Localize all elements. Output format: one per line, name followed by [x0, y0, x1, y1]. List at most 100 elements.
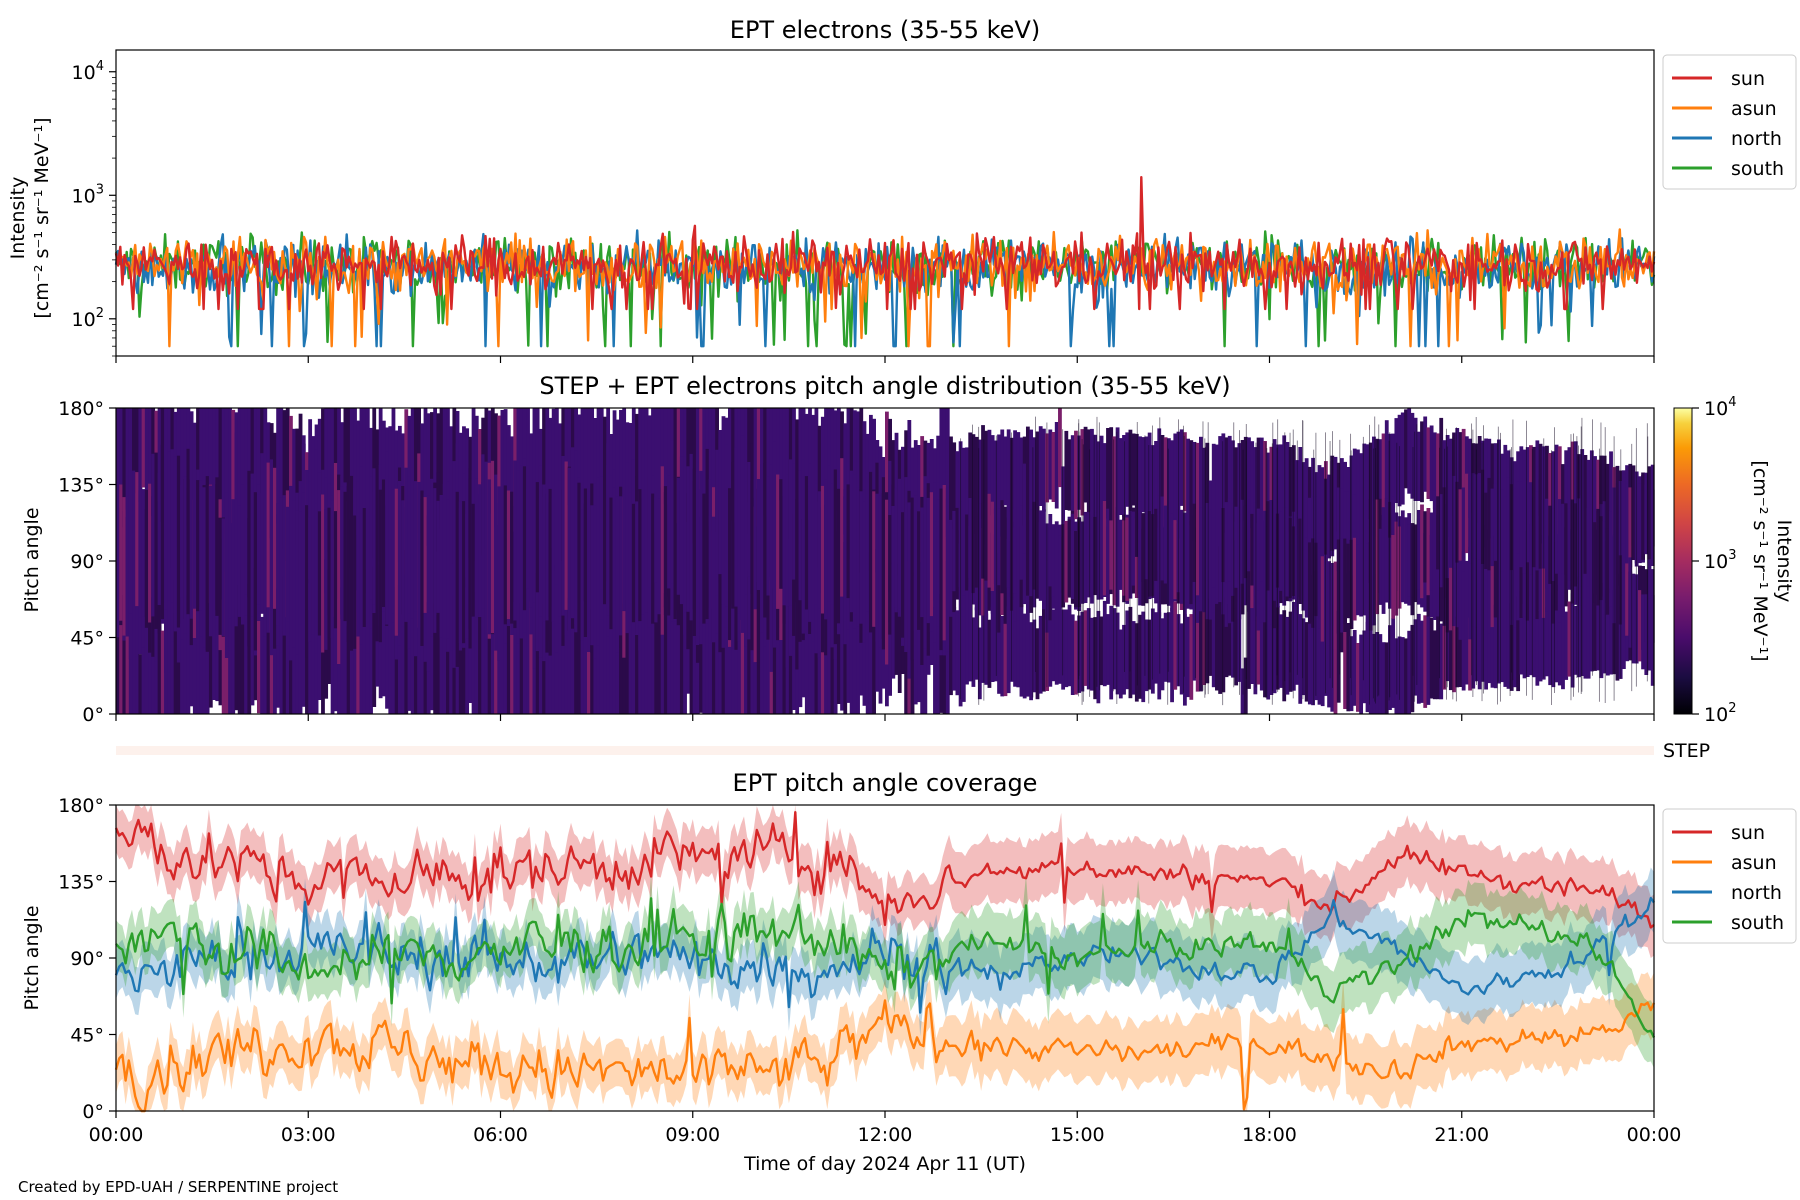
- pad-cell: [1439, 417, 1444, 507]
- pad-cell: [1025, 514, 1030, 596]
- pad-cell: [391, 565, 396, 714]
- pad-cell: [420, 626, 425, 714]
- pad-cell: [1407, 630, 1412, 714]
- pad-cell: [769, 408, 774, 486]
- pad-cell: [949, 519, 953, 592]
- pad-cell: [1282, 507, 1287, 597]
- pad-cell: [862, 501, 867, 621]
- pad-cell: [186, 448, 191, 615]
- pad-cell: [330, 408, 335, 542]
- pad-cell: [1400, 412, 1405, 505]
- pad-cell: [189, 591, 194, 707]
- pad-cell: [1186, 522, 1190, 603]
- pad-cell: [1583, 594, 1588, 679]
- pad-cell: [490, 460, 495, 634]
- pad-cell: [997, 552, 1001, 633]
- pad-cell: [462, 595, 466, 714]
- pad-cell: [1420, 620, 1424, 703]
- pad-cell: [1535, 440, 1540, 526]
- pad-cell: [1423, 615, 1428, 708]
- pad-cell: [952, 510, 957, 592]
- pad-cell: [1487, 477, 1492, 571]
- pad-cell: [1186, 616, 1190, 698]
- pad-cell: [1179, 429, 1184, 506]
- pad-cell: [689, 602, 694, 714]
- pad-cell: [1362, 534, 1367, 616]
- pad-cell: [574, 628, 578, 714]
- pad-cell: [1134, 623, 1139, 702]
- pad-cell: [965, 447, 969, 521]
- pad-cell: [202, 605, 207, 714]
- pad-cell: [673, 453, 678, 619]
- pad-cell: [337, 408, 341, 523]
- pad-cell: [1554, 542, 1559, 611]
- pad-cell: [942, 485, 947, 641]
- pad-cell: [189, 444, 194, 619]
- pad-cell: [1621, 543, 1626, 637]
- pad-cell: [1144, 510, 1149, 580]
- pad-cell: [1086, 512, 1091, 598]
- pad-cell: [1372, 436, 1376, 527]
- pad-cell: [494, 474, 498, 651]
- pad-cell: [1458, 489, 1463, 561]
- pad-cell: [208, 588, 213, 708]
- pad-cell: [817, 491, 822, 609]
- pad-cell: [122, 595, 127, 714]
- pad-cell: [551, 408, 556, 549]
- pad-cell: [558, 617, 562, 714]
- pad-cell: [852, 410, 857, 537]
- pad-cell: [878, 495, 883, 648]
- pad-cell: [1266, 501, 1271, 591]
- pad-cell: [695, 471, 700, 645]
- pad-cell: [708, 607, 713, 714]
- pad-cell: [340, 587, 345, 714]
- pad-cell: [442, 602, 447, 714]
- pad-cell: [1195, 442, 1200, 528]
- pad-cell: [997, 508, 1001, 586]
- pad-cell: [1032, 619, 1037, 693]
- pad-cell: [1381, 433, 1386, 515]
- pad-cell: [1490, 443, 1495, 523]
- pad-cell: [157, 618, 162, 714]
- pad-cell: [827, 465, 832, 602]
- pad-cell: [1548, 505, 1553, 584]
- pad-cell: [1535, 532, 1540, 620]
- pad-cell: [1426, 611, 1431, 705]
- pad-cell: [894, 561, 899, 675]
- pad-cell: [430, 588, 434, 711]
- pad-cell: [1218, 436, 1223, 521]
- pad-cell: [503, 485, 508, 625]
- pad-cell: [1416, 510, 1421, 590]
- pad-cell: [1109, 520, 1114, 590]
- pad-cell: [1131, 433, 1136, 506]
- pad-cell: [263, 497, 268, 618]
- pad-cell: [1128, 516, 1133, 595]
- pad-cell: [622, 603, 627, 714]
- pad-cell: [1343, 538, 1347, 632]
- legend-label-sun: sun: [1731, 68, 1765, 90]
- pad-cell: [1343, 623, 1347, 709]
- pad-cell: [1538, 609, 1543, 682]
- pad-cell: [1625, 483, 1629, 575]
- pad-cell: [686, 466, 691, 612]
- pad-cell: [987, 619, 992, 688]
- pad-cell: [446, 499, 450, 639]
- pad-cell: [1160, 496, 1165, 581]
- pad-cell: [500, 410, 505, 550]
- pad-cell: [436, 615, 441, 714]
- pad-cell: [231, 576, 236, 714]
- legend-label-south: south: [1731, 158, 1784, 180]
- pad-cell: [1458, 432, 1463, 506]
- pad-cell: [715, 575, 719, 714]
- pad-cell: [949, 602, 953, 696]
- pad-cell: [744, 482, 748, 595]
- pad-cell: [772, 588, 777, 714]
- pad-cell: [228, 475, 232, 619]
- pad-cell: [1025, 606, 1030, 697]
- pad-cell: [1166, 438, 1171, 526]
- pad-cell: [1048, 610, 1053, 687]
- pad-cell: [199, 408, 204, 521]
- pitch-angle-distribution-panel: STEP + EPT electrons pitch angle distrib…: [21, 372, 1795, 726]
- pad-cell: [308, 583, 313, 714]
- pad-cell: [593, 418, 598, 545]
